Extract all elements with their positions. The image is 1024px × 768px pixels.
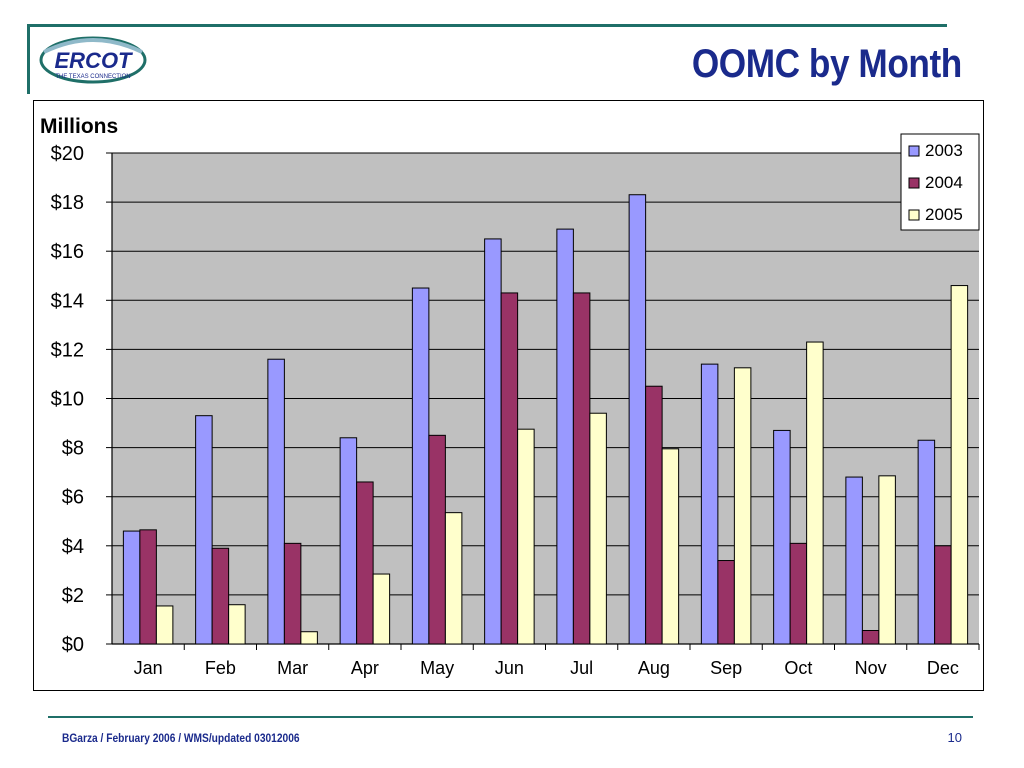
bar-2004-feb [211, 547, 230, 645]
bar-2005-dec [950, 285, 969, 645]
bar-2005-nov [878, 475, 896, 645]
y-tick-label: $18 [51, 192, 84, 214]
header-rule [27, 24, 947, 27]
ercot-logo: ERCOT THE TEXAS CONNECTION [39, 36, 147, 84]
legend-label-2005: 2005 [925, 205, 963, 224]
y-tick-label: $4 [62, 536, 84, 558]
bar-2005-may [444, 512, 463, 645]
bar-2004-dec [934, 545, 952, 645]
bar-2004-nov [861, 629, 880, 645]
x-tick-label: Nov [855, 658, 887, 678]
chart-frame: $0 $2 $4 $6 $8 $10 $12 $14 $16 $18 $20 Millions Jan F… [33, 100, 984, 691]
bar-2005-mar [300, 631, 318, 645]
x-tick-label: Feb [205, 658, 236, 678]
y-tick-label: $12 [51, 339, 84, 361]
logo-text: ERCOT [55, 48, 134, 73]
footer-text: BGarza / February 2006 / WMS/updated 030… [62, 731, 300, 745]
x-tick-label: Dec [927, 658, 959, 678]
bar-2004-jul [572, 292, 591, 645]
bar-2005-jan [155, 605, 174, 645]
bar-2005-jul [589, 412, 607, 645]
bar-2004-aug [645, 385, 663, 645]
x-tick-label: Aug [638, 658, 670, 678]
bar-2003-jun [484, 238, 502, 645]
legend-label-2004: 2004 [925, 173, 963, 192]
bar-2004-jan [139, 529, 157, 645]
bar-2004-jun [500, 292, 519, 645]
x-tick-label: Mar [277, 658, 308, 678]
y-tick-label: $20 [51, 143, 84, 165]
x-tick-label: May [420, 658, 454, 678]
y-tick-label: $16 [51, 241, 84, 263]
x-tick-label: Oct [784, 658, 812, 678]
legend-label-2003: 2003 [925, 141, 963, 160]
bar-2003-oct [773, 429, 791, 645]
bar-2003-feb [195, 415, 213, 645]
bar-2003-nov [845, 476, 863, 645]
x-tick-label: Jul [570, 658, 593, 678]
bar-2005-sep [733, 367, 752, 645]
bar-2003-mar [267, 358, 285, 645]
bar-2003-dec [917, 439, 936, 645]
bar-2005-apr [372, 573, 391, 645]
y-tick-label: $2 [62, 585, 84, 607]
y-axis-label: Millions [40, 115, 118, 138]
bar-2003-jan [122, 530, 141, 645]
x-tick-label: Jan [134, 658, 163, 678]
x-tick-label: Apr [351, 658, 379, 678]
bar-2005-jun [517, 428, 535, 645]
y-tick-label: $10 [51, 389, 84, 411]
bar-2003-sep [700, 363, 719, 645]
bar-2004-oct [789, 542, 808, 645]
y-tick-label: $14 [51, 290, 84, 312]
footer-rule [48, 716, 973, 718]
y-tick-label: $0 [62, 634, 84, 656]
bar-2005-aug [661, 448, 680, 645]
legend-swatch-2005 [908, 209, 920, 221]
x-tick-label: Jun [495, 658, 524, 678]
legend-swatch-2004 [908, 177, 920, 189]
bar-2004-sep [717, 560, 735, 645]
y-tick-label: $8 [62, 438, 84, 460]
bar-2004-mar [283, 542, 302, 645]
page-number: 10 [947, 730, 962, 745]
header-left-rule [27, 24, 30, 94]
bar-2003-may [411, 287, 430, 645]
x-tick-label: Sep [710, 658, 742, 678]
bar-2005-feb [228, 604, 246, 645]
bar-2004-may [428, 434, 446, 645]
slide-title: OOMC by Month [692, 42, 962, 86]
bar-2005-oct [806, 341, 824, 645]
logo-subtext: THE TEXAS CONNECTION [55, 74, 130, 80]
bar-2003-apr [339, 437, 358, 645]
legend-swatch-2003 [908, 145, 920, 157]
bar-2003-jul [556, 228, 574, 645]
oomc-bar-chart: $0 $2 $4 $6 $8 $10 $12 $14 $16 $18 $20 Millions Jan F… [40, 115, 980, 678]
bar-2004-apr [356, 481, 374, 645]
y-tick-label: $6 [62, 487, 84, 509]
bar-2003-aug [628, 194, 647, 645]
